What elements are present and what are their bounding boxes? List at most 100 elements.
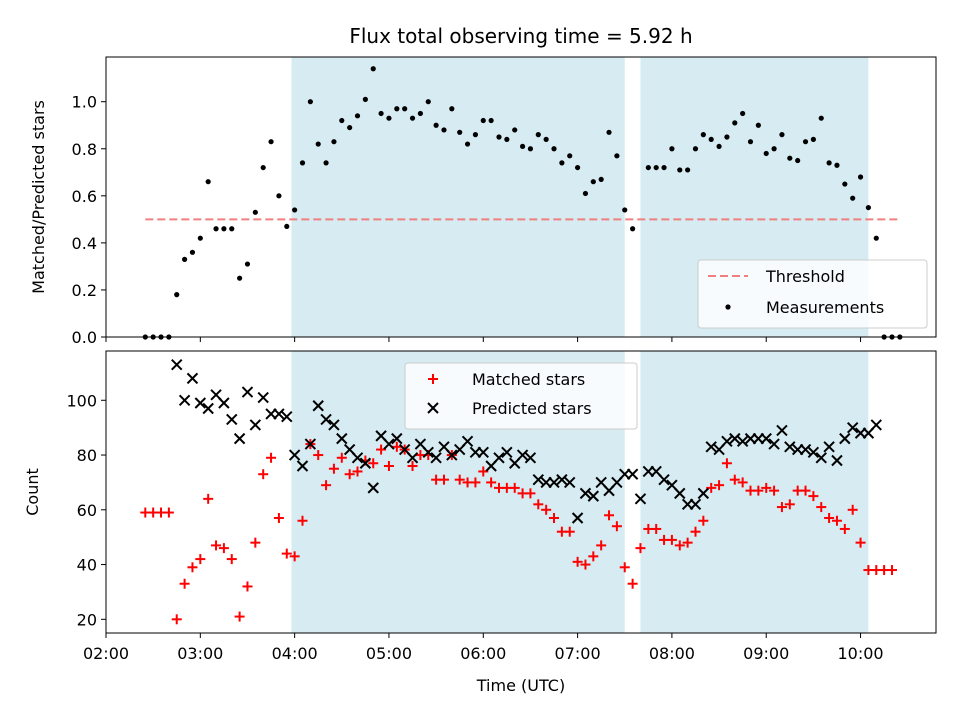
predicted-point [296, 460, 309, 472]
predicted-point [839, 432, 851, 445]
predicted-point [351, 452, 364, 464]
matched-point [226, 554, 237, 565]
measurement-point [292, 207, 298, 213]
predicted-point [768, 438, 780, 450]
predicted-point [194, 397, 207, 409]
predicted-point [241, 386, 254, 398]
legend-predicted-swatch [427, 402, 439, 414]
predicted-point [548, 476, 560, 489]
matched-point [666, 534, 677, 545]
bottom-y-tick-label: 40 [77, 556, 97, 575]
measurement-point [504, 136, 510, 142]
matched-point [297, 515, 308, 526]
bottom-legend-box [404, 362, 638, 430]
measurement-point [669, 146, 675, 152]
measurement-point [685, 167, 691, 173]
measurement-point [527, 146, 534, 152]
predicted-point [689, 498, 702, 511]
measurement-point [559, 160, 565, 166]
measurement-point [732, 120, 738, 126]
top-plot-area [142, 66, 903, 340]
measurement-point [740, 110, 746, 117]
legend-matched-swatch [428, 374, 438, 384]
matched-point [344, 469, 355, 480]
predicted-point [336, 432, 348, 445]
measurement-point [237, 275, 243, 281]
predicted-point [524, 452, 537, 464]
matched-point [218, 543, 229, 554]
predicted-point [501, 446, 513, 459]
measurement-point [229, 226, 235, 232]
top-y-tick-label: 0.0 [72, 328, 97, 347]
measurement-point [567, 153, 573, 159]
bottom-legend: Matched stars Predicted stars [404, 362, 638, 430]
bottom-plot-area [140, 358, 897, 625]
bottom-y-ticks: 20 40 60 80 100 [66, 391, 106, 629]
matched-point [847, 504, 858, 515]
matched-point [769, 485, 780, 496]
matched-point [816, 502, 827, 513]
measurement-point [865, 204, 872, 211]
matched-point [619, 562, 630, 573]
predicted-point [312, 400, 324, 412]
top-y-tick-label: 0.8 [72, 140, 97, 159]
legend-matched-label: Matched stars [472, 370, 585, 389]
top-y-axis-label: Matched/Predicted stars [29, 100, 48, 294]
predicted-point [579, 487, 592, 500]
matched-point [800, 485, 811, 496]
measurement-point [834, 162, 840, 168]
predicted-point [784, 441, 796, 453]
predicted-point [729, 432, 741, 445]
bottom-y-tick-label: 60 [77, 501, 97, 520]
measurement-point [724, 134, 730, 140]
matched-point [753, 485, 764, 496]
matched-point [163, 507, 174, 518]
predicted-point [461, 435, 474, 448]
predicted-point [218, 397, 230, 409]
measurement-point [197, 235, 203, 241]
predicted-point [233, 432, 246, 445]
x-tick-label: 04:00 [272, 644, 318, 663]
bottom-x-ticks: 02:00 03:00 04:00 05:00 06:00 07:00 08:00 09:00… [83, 633, 884, 663]
matched-point [486, 477, 497, 488]
predicted-point [273, 408, 285, 420]
predicted-point [674, 487, 686, 500]
bottom-y-tick-label: 80 [77, 446, 97, 465]
matched-point [313, 450, 324, 461]
predicted-point [320, 413, 332, 426]
measurement-point [244, 261, 251, 267]
predicted-point [626, 468, 639, 480]
top-y-tick-label: 0.2 [72, 281, 97, 300]
matched-point [391, 441, 402, 452]
bottom-panel: 02:00 03:00 04:00 05:00 06:00 07:00 08:00 09:00… [23, 350, 937, 695]
shaded-interval-1 [640, 351, 869, 633]
x-tick-label: 03:00 [177, 644, 223, 663]
matched-point [187, 562, 198, 573]
top-x-ticks [105, 337, 862, 342]
predicted-point [776, 424, 788, 437]
measurement-point [299, 160, 306, 166]
matched-point [698, 515, 709, 526]
measurement-point [590, 179, 596, 185]
measurement-point [362, 96, 368, 102]
measurement-point [661, 164, 667, 171]
predicted-point [304, 438, 317, 450]
measurement-point [779, 132, 785, 138]
measurement-point [307, 99, 313, 105]
matched-point [242, 581, 253, 592]
measurement-point [276, 193, 282, 199]
matched-point [533, 499, 544, 510]
predicted-point [721, 435, 733, 448]
matched-point [706, 482, 717, 493]
matched-point [564, 526, 575, 537]
predicted-point [564, 476, 576, 489]
predicted-point [171, 358, 183, 371]
predicted-point [658, 473, 670, 486]
measurement-point [457, 129, 463, 135]
x-tick-label: 09:00 [743, 644, 789, 663]
matched-point [611, 521, 622, 532]
x-tick-label: 08:00 [649, 644, 695, 663]
legend-threshold-label: Threshold [765, 267, 845, 286]
top-panel: 0.0 0.2 0.4 0.6 0.8 1.0 Matched/Predicted sta… [29, 56, 937, 347]
